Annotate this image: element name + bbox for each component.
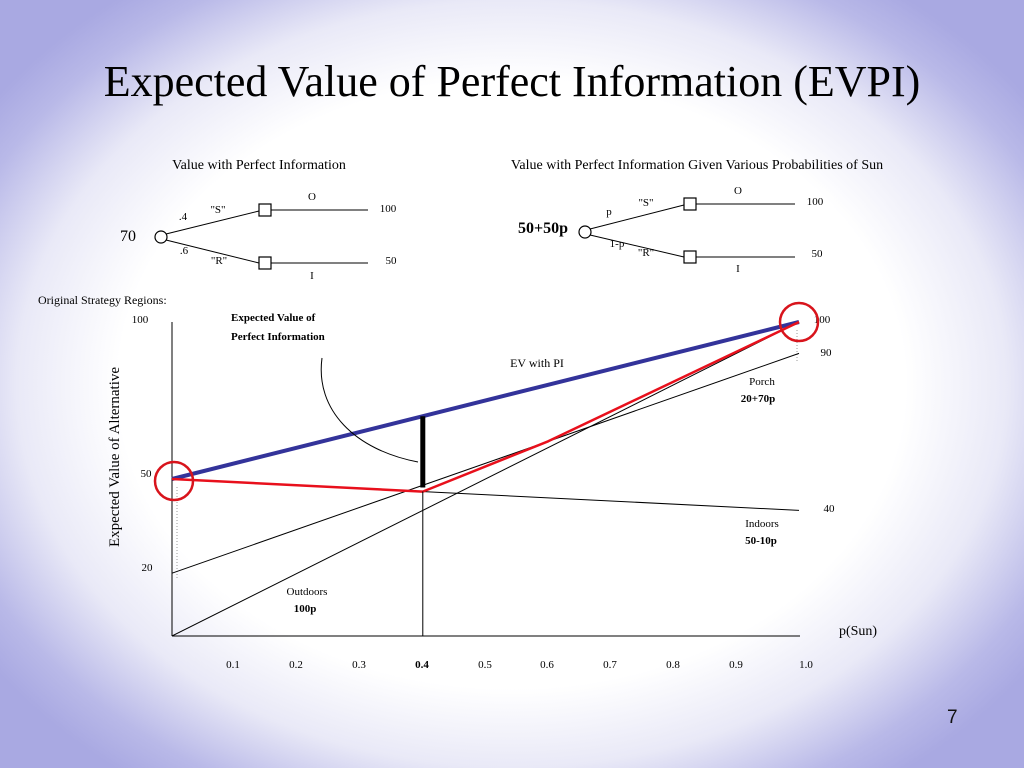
y-tick-label: 20: [142, 562, 154, 574]
left-endpoint-highlight-circle: [153, 460, 195, 502]
y-tick-label: 100: [132, 314, 149, 326]
right-lower-event: "R": [638, 247, 654, 259]
x-tick-label: 0.2: [289, 659, 303, 671]
outdoors-line: [171, 321, 800, 637]
right-tree-root-value: 50+50p: [518, 220, 568, 237]
best-original-strategy-line: [171, 320, 800, 493]
x-tick-label: 0.1: [226, 659, 240, 671]
slide-title: Expected Value of Perfect Information (E…: [103, 57, 921, 106]
x-axis-title: p(Sun): [839, 624, 877, 639]
left-lower-prob: .6: [180, 245, 189, 257]
left-lower-decision: I: [310, 270, 314, 282]
right-upper-event: "S": [638, 197, 653, 209]
right-lower-decision: I: [736, 263, 740, 275]
left-upper-prob: .4: [179, 211, 188, 223]
porch-formula: 20+70p: [741, 393, 775, 405]
left-lower-branch: [165, 239, 260, 264]
evpi-chart: 100 50 20 100 90 40 0.1 0.2 0.3 0.4 0.5 …: [107, 301, 877, 671]
left-upper-payoff: 100: [380, 203, 397, 215]
x-tick-label: 0.8: [666, 659, 680, 671]
right-value-label: 40: [824, 503, 836, 515]
right-value-label: 90: [821, 347, 833, 359]
left-lower-event: "R": [211, 255, 227, 267]
outdoors-name: Outdoors: [287, 586, 328, 598]
left-upper-event: "S": [210, 204, 225, 216]
right-lower-decision-node: [683, 250, 697, 264]
y-axis-title: Expected Value of Alternative: [107, 367, 123, 547]
series-layer: [171, 320, 800, 637]
left-tree-root-value: 70: [120, 228, 136, 245]
left-upper-decision-node: [258, 203, 272, 217]
right-decision-tree: Value with Perfect Information Given Var…: [511, 158, 883, 275]
x-tick-label: 1.0: [799, 659, 813, 671]
evpi-annotation-line2: Perfect Information: [231, 331, 325, 343]
left-chance-node: [154, 230, 168, 244]
right-upper-decision: O: [734, 185, 742, 197]
x-tick-label: 0.7: [603, 659, 617, 671]
y-tick-label: 50: [141, 468, 153, 480]
left-lower-decision-node: [258, 256, 272, 270]
x-tick-label: 0.6: [540, 659, 554, 671]
ev-pi-label: EV with PI: [510, 356, 564, 370]
right-tree-heading: Value with Perfect Information Given Var…: [511, 158, 883, 173]
ev-with-pi-line: [171, 320, 800, 481]
left-tree-heading: Value with Perfect Information: [172, 158, 346, 173]
right-upper-branch: [589, 204, 685, 230]
right-lower-payoff: 50: [812, 248, 824, 260]
x-tick-label: 0.9: [729, 659, 743, 671]
x-tick-label: 0.3: [352, 659, 366, 671]
x-tick-label: 0.4: [415, 659, 429, 671]
left-upper-branch: [165, 210, 260, 235]
left-lower-payoff: 50: [386, 255, 398, 267]
x-tick-label: 0.5: [478, 659, 492, 671]
indoors-formula: 50-10p: [745, 535, 777, 547]
right-endpoint-highlight-circle: [778, 301, 820, 343]
left-decision-tree: Value with Perfect Information 70 .4 .6 …: [120, 158, 397, 282]
porch-name: Porch: [749, 376, 775, 388]
evpi-annotation-line1: Expected Value of: [231, 312, 316, 324]
right-upper-decision-node: [683, 197, 697, 211]
porch-line: [171, 352, 800, 574]
x-tick-labels: 0.1 0.2 0.3 0.4 0.5 0.6 0.7 0.8 0.9 1.0: [226, 659, 813, 671]
left-upper-decision: O: [308, 191, 316, 203]
outdoors-formula: 100p: [294, 603, 317, 615]
indoors-name: Indoors: [745, 518, 779, 530]
right-lower-prob: 1-p: [610, 238, 625, 250]
right-lower-branch: [589, 234, 685, 258]
page-number: 7: [947, 707, 958, 728]
right-upper-payoff: 100: [807, 196, 824, 208]
annotation-pointer-arc: [320, 357, 419, 463]
regions-label: Original Strategy Regions:: [38, 293, 167, 307]
right-upper-prob: p: [606, 206, 612, 218]
right-chance-node: [578, 225, 592, 239]
